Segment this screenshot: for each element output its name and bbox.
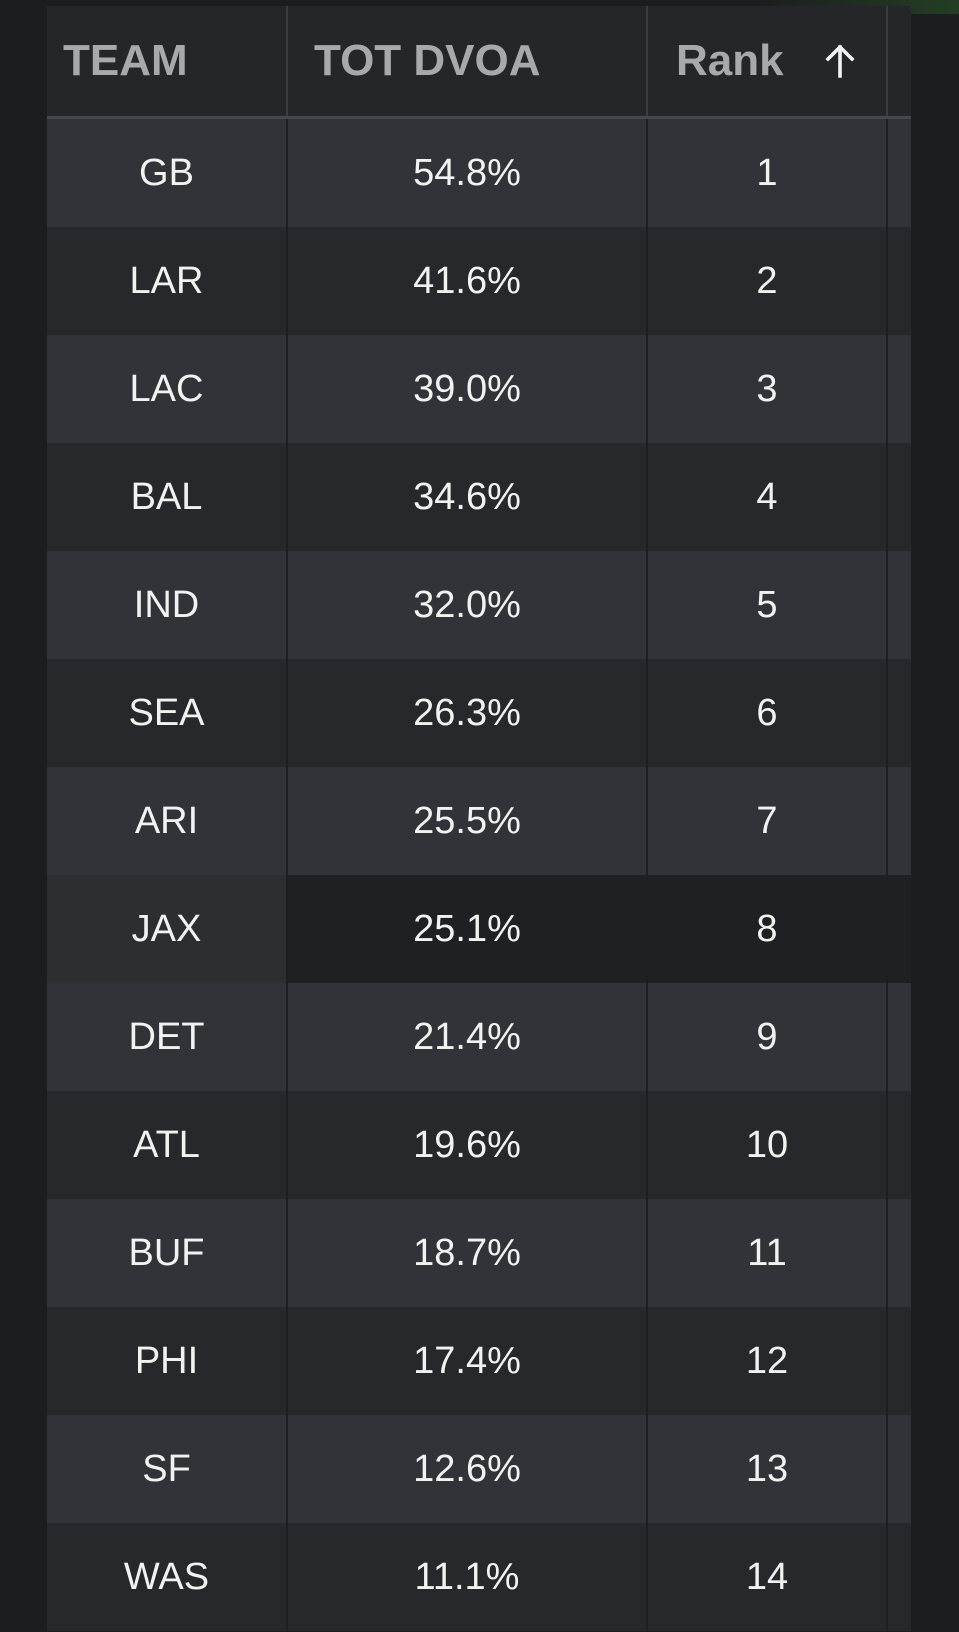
column-header-team-label: TEAM bbox=[63, 36, 188, 85]
dvoa-cell: 25.1% bbox=[288, 875, 648, 983]
dvoa-cell: 32.0% bbox=[288, 551, 648, 659]
rank-cell: 14 bbox=[648, 1523, 888, 1631]
team-cell: SF bbox=[47, 1415, 288, 1523]
dvoa-cell: 26.3% bbox=[288, 659, 648, 767]
table-row[interactable]: ARI 25.5% 7 bbox=[47, 767, 911, 875]
team-cell: LAC bbox=[47, 335, 288, 443]
rank-cell: 3 bbox=[648, 335, 888, 443]
overflow-cell bbox=[888, 119, 911, 227]
column-header-rank[interactable]: Rank bbox=[648, 6, 888, 116]
team-cell: WAS bbox=[47, 1523, 288, 1631]
overflow-cell bbox=[888, 227, 911, 335]
dvoa-cell: 12.6% bbox=[288, 1415, 648, 1523]
overflow-cell bbox=[888, 875, 911, 983]
rank-cell: 8 bbox=[648, 875, 888, 983]
overflow-cell bbox=[888, 551, 911, 659]
overflow-cell bbox=[888, 1199, 911, 1307]
column-header-rank-label: Rank bbox=[676, 36, 784, 85]
team-cell: BAL bbox=[47, 443, 288, 551]
dvoa-cell: 19.6% bbox=[288, 1091, 648, 1199]
team-cell: LAR bbox=[47, 227, 288, 335]
rank-cell: 12 bbox=[648, 1307, 888, 1415]
team-cell: ARI bbox=[47, 767, 288, 875]
table-row[interactable]: PHI 17.4% 12 bbox=[47, 1307, 911, 1415]
dvoa-table: TEAM TOT DVOA Rank GB 54.8% 1 LAR 41.6% 2 LAC 3… bbox=[47, 6, 911, 1632]
table-row[interactable]: WAS 11.1% 14 bbox=[47, 1523, 911, 1631]
table-row[interactable]: DET 21.4% 9 bbox=[47, 983, 911, 1091]
rank-cell: 11 bbox=[648, 1199, 888, 1307]
rank-cell: 7 bbox=[648, 767, 888, 875]
dvoa-cell: 41.6% bbox=[288, 227, 648, 335]
overflow-cell bbox=[888, 335, 911, 443]
team-cell: PHI bbox=[47, 1307, 288, 1415]
dvoa-cell: 17.4% bbox=[288, 1307, 648, 1415]
table-row[interactable]: JAX 25.1% 8 bbox=[47, 875, 911, 983]
team-cell: JAX bbox=[47, 875, 288, 983]
column-header-overflow bbox=[888, 6, 911, 116]
team-cell: DET bbox=[47, 983, 288, 1091]
overflow-cell bbox=[888, 659, 911, 767]
overflow-cell bbox=[888, 1091, 911, 1199]
team-cell: IND bbox=[47, 551, 288, 659]
rank-cell: 5 bbox=[648, 551, 888, 659]
overflow-cell bbox=[888, 443, 911, 551]
rank-cell: 2 bbox=[648, 227, 888, 335]
overflow-cell bbox=[888, 1415, 911, 1523]
overflow-cell bbox=[888, 1523, 911, 1631]
dvoa-cell: 25.5% bbox=[288, 767, 648, 875]
team-cell: ATL bbox=[47, 1091, 288, 1199]
overflow-cell bbox=[888, 1307, 911, 1415]
table-body: GB 54.8% 1 LAR 41.6% 2 LAC 39.0% 3 BAL 34.6% 4 IND 32… bbox=[47, 119, 911, 1631]
table-row[interactable]: ATL 19.6% 10 bbox=[47, 1091, 911, 1199]
rank-cell: 1 bbox=[648, 119, 888, 227]
team-cell: SEA bbox=[47, 659, 288, 767]
overflow-cell bbox=[888, 983, 911, 1091]
table-row[interactable]: GB 54.8% 1 bbox=[47, 119, 911, 227]
table-row[interactable]: SF 12.6% 13 bbox=[47, 1415, 911, 1523]
rank-cell: 9 bbox=[648, 983, 888, 1091]
rank-cell: 10 bbox=[648, 1091, 888, 1199]
table-row[interactable]: LAC 39.0% 3 bbox=[47, 335, 911, 443]
table-header-row: TEAM TOT DVOA Rank bbox=[47, 6, 911, 119]
table-row[interactable]: LAR 41.6% 2 bbox=[47, 227, 911, 335]
overflow-cell bbox=[888, 767, 911, 875]
table-row[interactable]: BAL 34.6% 4 bbox=[47, 443, 911, 551]
team-cell: GB bbox=[47, 119, 288, 227]
column-header-dvoa[interactable]: TOT DVOA bbox=[288, 6, 648, 116]
table-row[interactable]: IND 32.0% 5 bbox=[47, 551, 911, 659]
rank-cell: 6 bbox=[648, 659, 888, 767]
arrow-up-icon[interactable] bbox=[822, 43, 858, 79]
dvoa-cell: 54.8% bbox=[288, 119, 648, 227]
team-cell: BUF bbox=[47, 1199, 288, 1307]
column-header-dvoa-label: TOT DVOA bbox=[314, 36, 541, 85]
rank-cell: 4 bbox=[648, 443, 888, 551]
dvoa-cell: 34.6% bbox=[288, 443, 648, 551]
rank-cell: 13 bbox=[648, 1415, 888, 1523]
table-row[interactable]: BUF 18.7% 11 bbox=[47, 1199, 911, 1307]
dvoa-cell: 18.7% bbox=[288, 1199, 648, 1307]
dvoa-cell: 11.1% bbox=[288, 1523, 648, 1631]
dvoa-cell: 39.0% bbox=[288, 335, 648, 443]
dvoa-cell: 21.4% bbox=[288, 983, 648, 1091]
column-header-team[interactable]: TEAM bbox=[47, 6, 288, 116]
table-row[interactable]: SEA 26.3% 6 bbox=[47, 659, 911, 767]
